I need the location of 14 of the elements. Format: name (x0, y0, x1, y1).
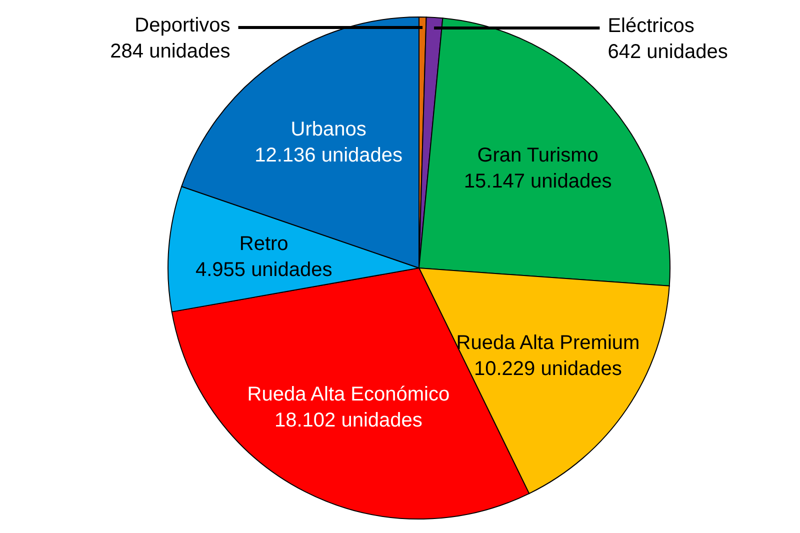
slice-label: Eléctricos (608, 14, 694, 37)
slice-label: Rueda Alta Económico (247, 384, 450, 406)
data-label: 10.229 unidades (474, 358, 622, 380)
data-label: 15.147 unidades (464, 170, 612, 192)
data-label: 4.955 unidades (195, 258, 332, 281)
slice-label: Retro (239, 232, 288, 255)
data-label: 284 unidades (110, 40, 230, 63)
data-label: 18.102 unidades (274, 410, 422, 432)
data-label: 12.136 unidades (254, 144, 403, 166)
data-label: 642 unidades (608, 40, 728, 63)
slice-label: Gran Turismo (477, 144, 598, 166)
slice-label: Urbanos (290, 118, 366, 140)
slice-label: Rueda Alta Premium (456, 332, 640, 354)
slice-label: Deportivos (134, 14, 230, 37)
